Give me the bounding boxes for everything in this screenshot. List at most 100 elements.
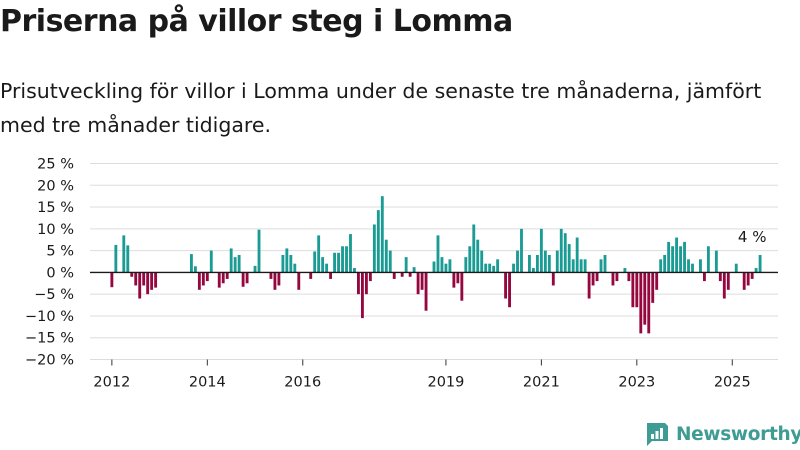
bar-positive — [667, 241, 671, 273]
bar-positive — [209, 250, 213, 273]
x-tick-label: 2021 — [523, 375, 560, 391]
bar-negative — [225, 272, 229, 279]
x-tick-label: 2016 — [284, 375, 321, 391]
newsworthy-logo[interactable]: Newsworthy — [644, 420, 800, 448]
bar-negative — [269, 272, 273, 279]
bar-positive — [579, 259, 583, 273]
bar-positive — [126, 245, 130, 273]
x-tick-label: 2019 — [427, 375, 464, 391]
bar-negative — [309, 272, 313, 279]
bar-negative — [150, 272, 154, 290]
bar-positive — [333, 252, 337, 273]
bar-negative — [718, 272, 722, 282]
bar-positive — [488, 263, 492, 273]
bar-positive — [516, 250, 519, 273]
bar-positive — [189, 254, 193, 273]
bar-negative — [130, 272, 134, 277]
bar-negative — [416, 272, 420, 295]
bar-positive — [671, 246, 675, 273]
bar-positive — [679, 246, 682, 273]
bar-positive — [404, 257, 408, 273]
bar-negative — [746, 272, 750, 286]
bar-negative — [408, 272, 412, 277]
bar-negative — [627, 272, 631, 282]
bar-negative — [273, 272, 277, 290]
bar-positive — [603, 254, 607, 273]
bar-positive — [345, 246, 348, 273]
bar-negative — [611, 272, 615, 286]
bar-negative — [154, 272, 158, 288]
bar-positive — [285, 248, 289, 273]
bar-positive — [257, 229, 261, 273]
bar-positive — [253, 265, 257, 273]
bar-negative — [197, 272, 201, 290]
bar-negative — [551, 272, 555, 286]
bar-positive — [353, 268, 356, 273]
bar-positive — [384, 239, 388, 273]
bar-negative — [726, 272, 730, 290]
y-tick-label: −10 % — [25, 309, 74, 325]
bar-negative — [357, 272, 360, 295]
y-tick-label: −20 % — [25, 353, 74, 369]
axis-layer: 25 % 20 % 15 % 10 % 5 % 0 % −5 % −10 % −15 % −20 … — [25, 157, 778, 391]
bar-positive — [675, 237, 679, 273]
bar-positive — [599, 259, 603, 273]
bar-positive — [325, 263, 329, 273]
bar-positive — [412, 267, 416, 273]
bar-positive — [714, 250, 718, 273]
bar-positive — [555, 250, 559, 273]
y-tick-label: −5 % — [34, 287, 74, 303]
y-tick-label: 5 % — [46, 244, 74, 260]
bar-negative — [595, 272, 599, 282]
bar-negative — [360, 272, 364, 319]
chart-subtitle: Prisutveckling för villor i Lomma under … — [0, 79, 762, 137]
bar-positive — [567, 244, 571, 273]
bar-negative — [364, 272, 368, 295]
bar-negative — [424, 272, 428, 311]
bar-positive — [376, 210, 380, 273]
x-tick-label: 2023 — [618, 375, 655, 391]
bar-positive — [237, 254, 241, 273]
bar-positive — [699, 259, 702, 273]
bar-positive — [472, 224, 476, 273]
bar-negative — [504, 272, 508, 299]
bar-positive — [281, 254, 285, 273]
bar-positive — [520, 228, 523, 273]
bar-negative — [591, 272, 595, 286]
bar-negative — [635, 272, 639, 308]
bar-positive — [754, 268, 758, 273]
bar-positive — [575, 237, 579, 273]
bar-positive — [583, 259, 587, 273]
bar-positive — [317, 235, 321, 273]
bar-negative — [639, 272, 643, 334]
x-tick-label: 2012 — [93, 375, 130, 391]
bar-positive — [122, 235, 126, 273]
bar-negative — [452, 272, 456, 288]
bar-positive — [543, 250, 547, 273]
y-tick-label: 0 % — [46, 265, 74, 281]
bar-positive — [114, 244, 118, 273]
bar-negative — [392, 272, 396, 279]
bar-positive — [559, 228, 563, 273]
bar-positive — [623, 268, 627, 273]
bar-negative — [241, 272, 245, 287]
bar-negative — [631, 272, 635, 308]
x-tick-label: 2014 — [189, 375, 226, 391]
bar-negative — [703, 272, 706, 282]
bar-negative — [142, 272, 146, 286]
bar-positive — [531, 268, 535, 273]
bar-positive — [444, 263, 448, 273]
bar-positive — [380, 196, 384, 273]
bar-positive — [484, 263, 488, 273]
y-tick-label: −15 % — [25, 331, 74, 347]
bar-positive — [321, 257, 325, 273]
bar-negative — [329, 272, 333, 279]
bar-positive — [547, 254, 551, 273]
bar-positive — [706, 246, 710, 273]
bar-positive — [492, 265, 496, 273]
bar-negative — [508, 272, 511, 308]
y-tick-label: 20 % — [37, 178, 74, 194]
bar-negative — [750, 272, 754, 279]
chart-title: Priserna på villor steg i Lomma — [0, 4, 513, 39]
bar-negative — [146, 272, 150, 295]
